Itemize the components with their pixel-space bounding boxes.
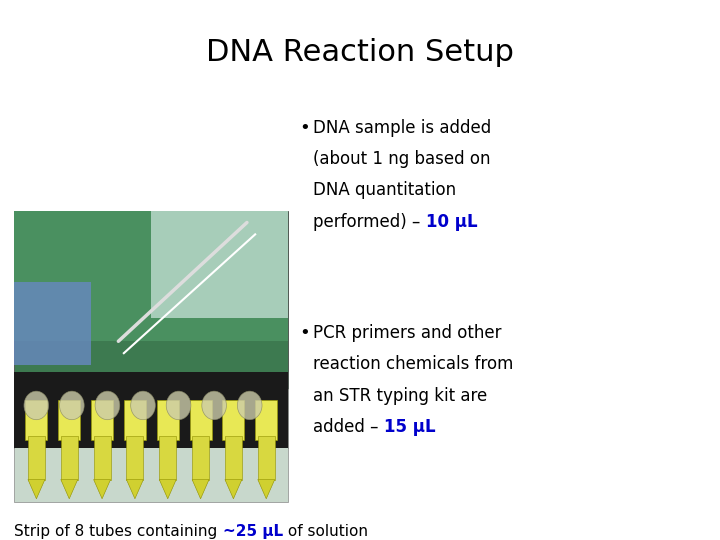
Text: DNA Reaction Setup: DNA Reaction Setup	[206, 38, 514, 67]
Bar	[124, 400, 146, 440]
Text: Strip of 8 tubes containing: Strip of 8 tubes containing	[14, 524, 222, 539]
Bar	[14, 211, 288, 448]
Bar	[58, 400, 81, 440]
Text: of solution: of solution	[283, 524, 368, 539]
Polygon shape	[258, 480, 275, 499]
Bar	[28, 436, 45, 480]
Polygon shape	[127, 480, 143, 499]
Text: •: •	[299, 324, 310, 342]
Bar	[14, 211, 288, 341]
Text: reaction chemicals from: reaction chemicals from	[313, 355, 513, 373]
Bar	[14, 372, 288, 448]
Text: PCR primers and other: PCR primers and other	[313, 324, 502, 342]
Bar	[222, 400, 245, 440]
Bar	[25, 400, 48, 440]
Polygon shape	[94, 480, 111, 499]
Bar	[91, 400, 113, 440]
Text: ~25 μL: ~25 μL	[222, 524, 283, 539]
Text: 15 μL: 15 μL	[384, 418, 436, 436]
Text: added –: added –	[313, 418, 384, 436]
Bar	[225, 436, 242, 480]
Ellipse shape	[238, 391, 262, 420]
Text: 10 μL: 10 μL	[426, 213, 477, 231]
Text: •: •	[299, 119, 310, 137]
Bar	[60, 436, 78, 480]
Text: an STR typing kit are: an STR typing kit are	[313, 387, 487, 404]
Ellipse shape	[95, 391, 120, 420]
Polygon shape	[60, 480, 78, 499]
Bar	[255, 400, 277, 440]
Bar	[258, 436, 275, 480]
Text: DNA sample is added: DNA sample is added	[313, 119, 492, 137]
Bar	[127, 436, 143, 480]
Ellipse shape	[24, 391, 48, 420]
Polygon shape	[28, 480, 45, 499]
Ellipse shape	[130, 391, 156, 420]
Polygon shape	[159, 480, 176, 499]
Bar	[94, 436, 111, 480]
Text: performed) –: performed) –	[313, 213, 426, 231]
Polygon shape	[225, 480, 242, 499]
Bar	[14, 282, 91, 365]
Ellipse shape	[60, 391, 84, 420]
Text: DNA quantitation: DNA quantitation	[313, 181, 456, 199]
Text: (about 1 ng based on: (about 1 ng based on	[313, 150, 491, 168]
Bar	[189, 400, 212, 440]
Polygon shape	[192, 480, 209, 499]
Bar	[157, 400, 179, 440]
Bar	[159, 436, 176, 480]
Ellipse shape	[166, 391, 191, 420]
Ellipse shape	[202, 391, 226, 420]
Bar	[14, 389, 288, 502]
Bar	[192, 436, 209, 480]
Bar	[151, 211, 288, 318]
